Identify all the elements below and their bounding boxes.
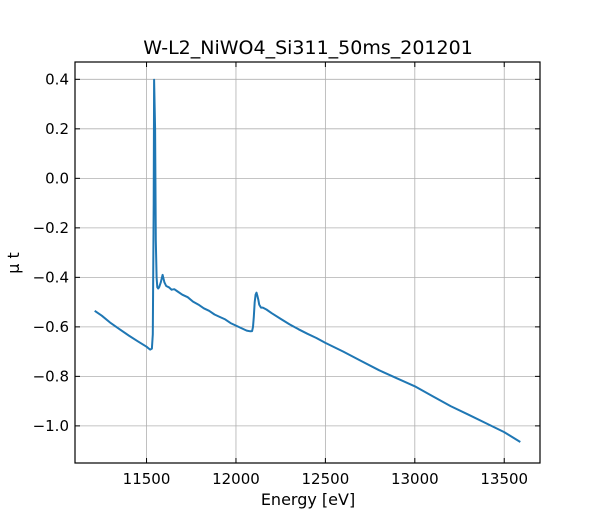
x-tick-label: 12000	[212, 470, 260, 488]
x-tick-label: 13500	[480, 470, 528, 488]
y-tick-label: 0.2	[45, 120, 69, 138]
y-tick-label: 0.0	[45, 169, 69, 187]
plot-frame	[74, 61, 541, 464]
y-tick-label: 0.4	[45, 70, 69, 88]
y-tick-label: −0.4	[33, 268, 69, 286]
x-axis-label: Energy [eV]	[261, 490, 355, 509]
x-axis-ticks: 11500 12000 12500 13000 13500	[123, 62, 528, 488]
y-tick-label: −0.8	[33, 367, 69, 385]
grid-lines	[75, 62, 540, 463]
y-tick-label: −0.2	[33, 219, 69, 237]
y-axis-label: μ t	[4, 252, 23, 274]
chart-title: W-L2_NiWO4_Si311_50ms_201201	[143, 37, 473, 59]
data-series-group	[94, 78, 521, 443]
y-tick-label: −1.0	[33, 417, 69, 435]
y-axis-ticks: 0.4 0.2 0.0 −0.2 −0.4 −0.6 −0.8 −1.0	[33, 70, 540, 435]
x-tick-label: 13000	[391, 470, 439, 488]
x-tick-label: 11500	[123, 470, 171, 488]
data-series-line	[94, 78, 521, 443]
y-tick-label: −0.6	[33, 318, 69, 336]
x-tick-label: 12500	[302, 470, 350, 488]
